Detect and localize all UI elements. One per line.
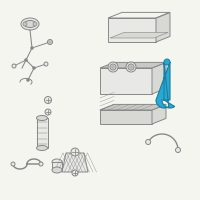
Circle shape — [12, 64, 16, 68]
Circle shape — [49, 41, 51, 43]
Polygon shape — [100, 104, 166, 110]
Circle shape — [32, 66, 36, 70]
Circle shape — [108, 62, 118, 72]
Circle shape — [26, 78, 30, 82]
Polygon shape — [110, 32, 168, 38]
Circle shape — [45, 109, 51, 115]
Circle shape — [146, 140, 151, 144]
Polygon shape — [100, 62, 166, 68]
Circle shape — [30, 46, 34, 49]
Polygon shape — [62, 153, 88, 172]
Polygon shape — [152, 62, 166, 94]
Ellipse shape — [36, 116, 48, 120]
Polygon shape — [108, 18, 156, 42]
Ellipse shape — [36, 146, 48, 150]
Circle shape — [176, 148, 180, 152]
Circle shape — [128, 64, 134, 70]
Circle shape — [110, 64, 116, 70]
Circle shape — [72, 170, 78, 176]
Circle shape — [48, 40, 52, 45]
Bar — [52, 162, 62, 170]
Circle shape — [112, 66, 114, 68]
Polygon shape — [156, 12, 170, 42]
Circle shape — [24, 58, 28, 62]
Polygon shape — [100, 68, 152, 94]
Circle shape — [126, 62, 136, 72]
Circle shape — [44, 62, 48, 66]
Circle shape — [71, 148, 79, 156]
Circle shape — [130, 66, 132, 68]
Ellipse shape — [52, 159, 62, 165]
Polygon shape — [100, 110, 152, 124]
Circle shape — [33, 22, 37, 26]
Ellipse shape — [24, 21, 36, 27]
Polygon shape — [152, 104, 166, 124]
Circle shape — [23, 22, 27, 26]
Ellipse shape — [21, 18, 39, 30]
Polygon shape — [156, 62, 175, 108]
Circle shape — [39, 162, 43, 166]
Ellipse shape — [52, 167, 62, 173]
Circle shape — [164, 59, 170, 65]
Circle shape — [11, 162, 15, 166]
Circle shape — [44, 97, 52, 104]
Bar — [37, 118, 48, 148]
